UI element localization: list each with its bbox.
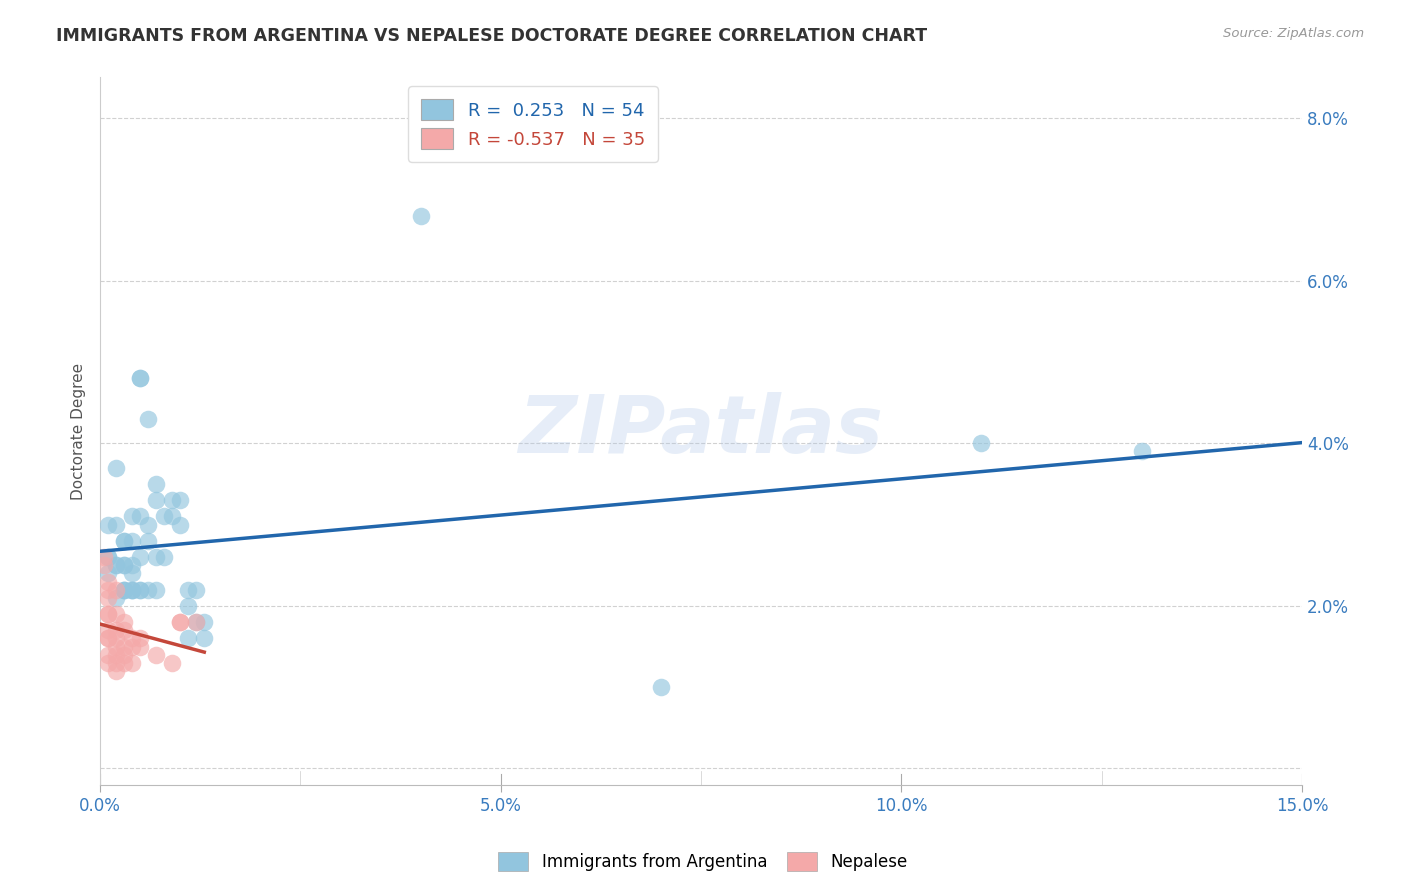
- Point: [105, 558, 128, 573]
- Point: [129, 582, 152, 597]
- Point: [97, 582, 120, 597]
- Point: [121, 632, 143, 646]
- Point: [162, 493, 184, 508]
- Point: [112, 558, 135, 573]
- Point: [97, 517, 120, 532]
- Point: [105, 640, 128, 654]
- Point: [97, 648, 120, 662]
- Point: [112, 582, 135, 597]
- Point: [177, 632, 200, 646]
- Point: [145, 493, 167, 508]
- Point: [112, 615, 135, 629]
- Text: IMMIGRANTS FROM ARGENTINA VS NEPALESE DOCTORATE DEGREE CORRELATION CHART: IMMIGRANTS FROM ARGENTINA VS NEPALESE DO…: [56, 27, 928, 45]
- Point: [105, 591, 128, 605]
- Point: [169, 517, 191, 532]
- Point: [121, 582, 143, 597]
- Point: [153, 509, 176, 524]
- Point: [153, 550, 176, 565]
- Point: [129, 550, 152, 565]
- Y-axis label: Doctorate Degree: Doctorate Degree: [72, 362, 86, 500]
- Legend: Immigrants from Argentina, Nepalese: Immigrants from Argentina, Nepalese: [489, 843, 917, 880]
- Point: [97, 656, 120, 670]
- Point: [136, 533, 159, 548]
- Point: [93, 550, 115, 565]
- Point: [145, 477, 167, 491]
- Point: [112, 624, 135, 638]
- Point: [129, 509, 152, 524]
- Point: [650, 680, 672, 694]
- Point: [121, 640, 143, 654]
- Point: [145, 648, 167, 662]
- Point: [169, 493, 191, 508]
- Point: [129, 371, 152, 385]
- Point: [97, 607, 120, 621]
- Point: [97, 624, 120, 638]
- Point: [121, 558, 143, 573]
- Point: [112, 533, 135, 548]
- Point: [409, 209, 432, 223]
- Point: [145, 582, 167, 597]
- Point: [129, 371, 152, 385]
- Point: [97, 550, 120, 565]
- Point: [121, 656, 143, 670]
- Point: [136, 412, 159, 426]
- Point: [169, 615, 191, 629]
- Point: [97, 632, 120, 646]
- Point: [136, 582, 159, 597]
- Point: [121, 582, 143, 597]
- Point: [186, 582, 208, 597]
- Point: [105, 656, 128, 670]
- Point: [105, 460, 128, 475]
- Point: [136, 517, 159, 532]
- Point: [970, 436, 993, 450]
- Point: [97, 632, 120, 646]
- Point: [129, 582, 152, 597]
- Point: [112, 640, 135, 654]
- Point: [105, 607, 128, 621]
- Text: ZIPatlas: ZIPatlas: [519, 392, 883, 470]
- Point: [112, 648, 135, 662]
- Text: Source: ZipAtlas.com: Source: ZipAtlas.com: [1223, 27, 1364, 40]
- Point: [186, 615, 208, 629]
- Point: [112, 582, 135, 597]
- Point: [112, 582, 135, 597]
- Point: [145, 550, 167, 565]
- Point: [177, 582, 200, 597]
- Point: [97, 566, 120, 581]
- Point: [105, 582, 128, 597]
- Point: [1130, 444, 1153, 458]
- Point: [129, 640, 152, 654]
- Point: [112, 656, 135, 670]
- Point: [97, 591, 120, 605]
- Point: [121, 582, 143, 597]
- Point: [121, 509, 143, 524]
- Point: [105, 558, 128, 573]
- Point: [169, 615, 191, 629]
- Point: [121, 566, 143, 581]
- Point: [105, 664, 128, 678]
- Point: [129, 632, 152, 646]
- Point: [97, 550, 120, 565]
- Legend: R =  0.253   N = 54, R = -0.537   N = 35: R = 0.253 N = 54, R = -0.537 N = 35: [408, 87, 658, 161]
- Point: [97, 607, 120, 621]
- Point: [193, 632, 215, 646]
- Point: [97, 574, 120, 589]
- Point: [105, 648, 128, 662]
- Point: [105, 632, 128, 646]
- Point: [162, 656, 184, 670]
- Point: [112, 558, 135, 573]
- Point: [112, 533, 135, 548]
- Point: [177, 599, 200, 613]
- Point: [186, 615, 208, 629]
- Point: [105, 517, 128, 532]
- Point: [121, 533, 143, 548]
- Point: [93, 558, 115, 573]
- Point: [105, 624, 128, 638]
- Point: [193, 615, 215, 629]
- Point: [162, 509, 184, 524]
